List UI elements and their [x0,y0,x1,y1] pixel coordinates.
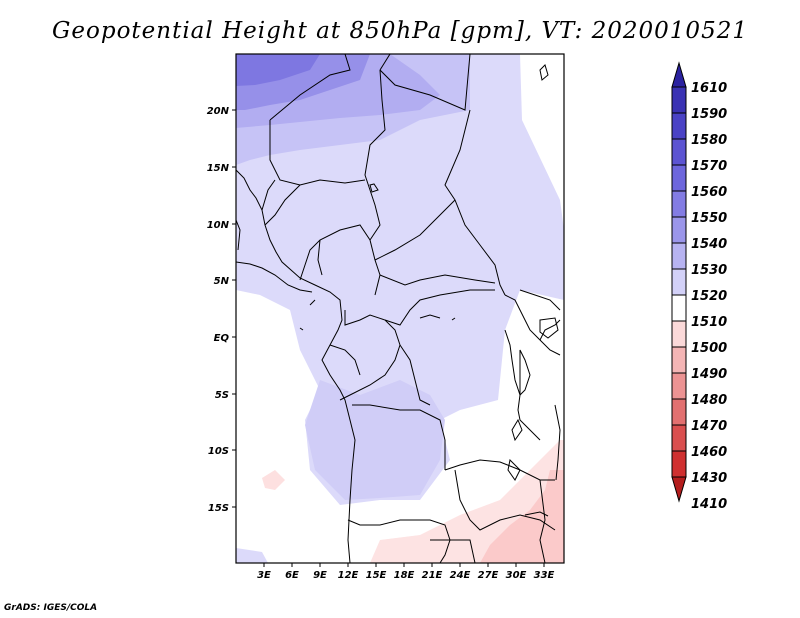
lon-label: 27E [478,570,499,581]
lon-label: 12E [338,570,359,581]
colorbar-level-label: 1530 [691,263,727,278]
colorbar-swatch [671,216,687,244]
colorbar-swatch [671,190,687,218]
colorbar-level-label: 1430 [691,471,727,486]
colorbar-level-label: 1490 [691,367,727,382]
colorbar-level-label: 1560 [691,185,727,200]
lon-label: 15E [366,570,387,581]
lon-label: 30E [506,570,527,581]
colorbar-level-label: 1590 [691,107,727,122]
lat-label: 20N [207,106,230,117]
lat-label: 15S [208,503,229,514]
colorbar: 1610 1590 1580 1570 1560 1550 1540 1530 1520 1510… [671,61,727,512]
colorbar-swatch [671,112,687,140]
fill-band-1500-west [262,470,285,490]
colorbar-swatch [671,268,687,296]
fill-band-1520 [236,54,564,505]
colorbar-swatch [671,346,687,374]
colorbar-level-label: 1610 [691,81,727,96]
colorbar-level-label: 1510 [691,315,727,330]
colorbar-swatch [671,450,687,478]
lon-label: 9E [313,570,327,581]
colorbar-swatch [671,398,687,426]
height-contour-fills [236,54,564,563]
lon-label: 3E [257,570,271,581]
colorbar-swatch [671,164,687,192]
lon-label: 21E [422,570,443,581]
longitude-labels: 3E 6E 9E 12E 15E 18E 21E 24E 27E 30E 33E [257,570,554,581]
lat-label: 15N [207,163,230,174]
colorbar-level-label: 1470 [691,419,727,434]
fill-band-1560 [236,54,320,86]
colorbar-swatch [671,242,687,270]
lon-label: 33E [534,570,555,581]
fill-band-1500 [480,470,564,563]
map-frame [235,53,565,564]
latitude-labels: 20N 15N 10N 5N EQ 5S 10S 15S [207,106,230,514]
colorbar-swatch [671,320,687,348]
lon-label: 24E [450,570,471,581]
colorbar-swatch [671,86,687,114]
axis-ticks [232,109,545,567]
colorbar-level-label: 1500 [691,341,727,356]
colorbar-level-label: 1480 [691,393,727,408]
colorbar-level-label: 1540 [691,237,727,252]
colorbar-swatch [671,372,687,400]
lat-label: 10N [207,220,230,231]
colorbar-top-arrow [671,61,687,88]
lon-label: 18E [394,570,415,581]
colorbar-bottom-arrow [671,476,687,503]
colorbar-level-label: 1570 [691,159,727,174]
lat-label: 10S [208,446,229,457]
lat-label: 5S [215,390,229,401]
colorbar-level-label: 1520 [691,289,727,304]
colorbar-level-label: 1460 [691,445,727,460]
colorbar-swatch [671,138,687,166]
lat-label: EQ [214,333,230,344]
lat-label: 5N [214,276,230,287]
coastlines-borders [236,54,561,563]
colorbar-swatch [671,424,687,452]
colorbar-level-label: 1550 [691,211,727,226]
grads-credit: GrADS: IGES/COLA [4,603,98,613]
colorbar-level-label: 1580 [691,133,727,148]
colorbar-swatch [671,294,687,322]
map-title: Geopotential Height at 850hPa [gpm], VT:… [52,18,748,44]
colorbar-level-label: 1410 [691,497,727,512]
fill-band-1520-southwest [236,548,268,563]
lon-label: 6E [285,570,299,581]
